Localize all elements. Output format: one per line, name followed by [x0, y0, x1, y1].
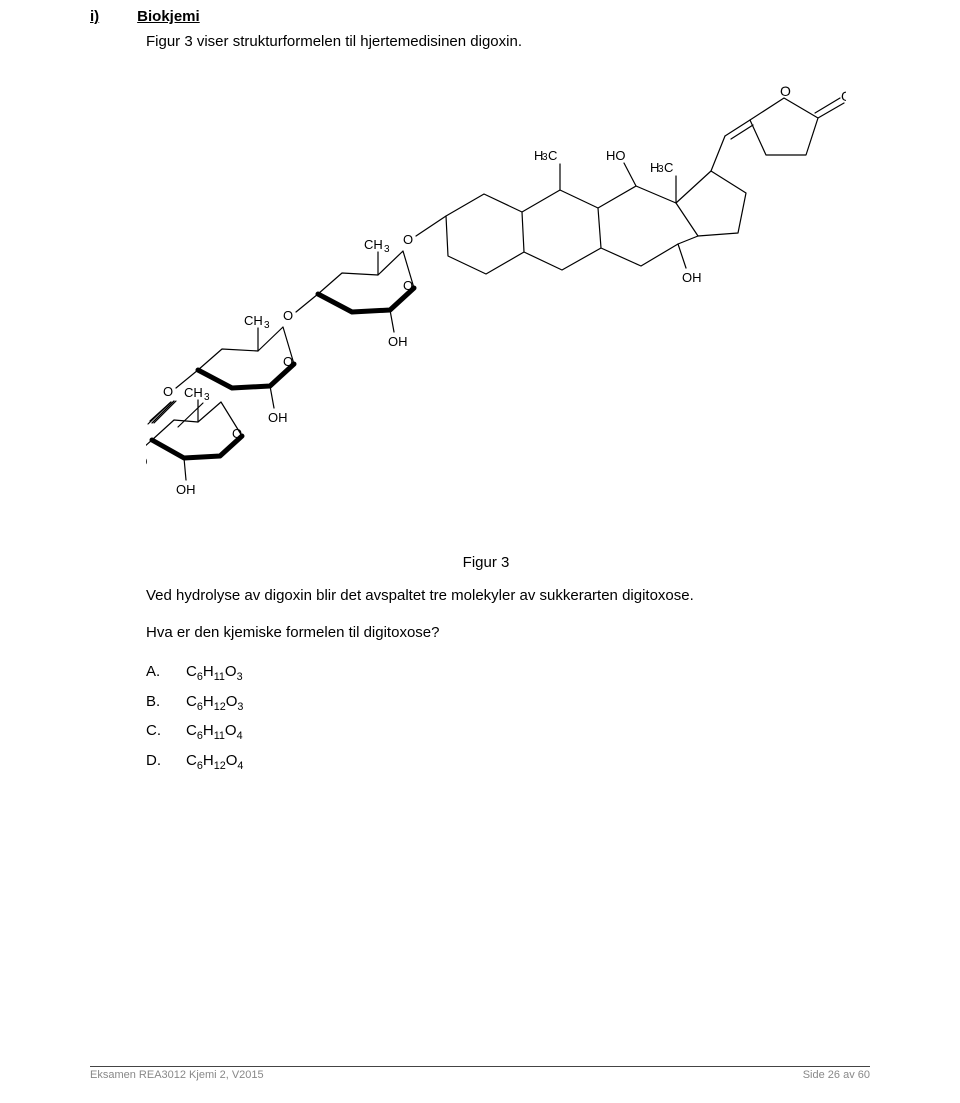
svg-text:OH: OH [176, 482, 196, 497]
svg-text:O: O [403, 278, 413, 293]
svg-text:C: C [548, 148, 557, 163]
svg-text:CH: CH [184, 385, 203, 400]
question-prompt: Hva er den kjemiske formelen til digitox… [146, 622, 870, 645]
svg-text:OH: OH [682, 270, 702, 285]
option-c: C. C6H11O4 [146, 717, 870, 747]
question-intro: Figur 3 viser strukturformelen til hjert… [146, 31, 870, 52]
svg-text:3: 3 [384, 244, 390, 255]
option-letter: B. [146, 688, 164, 718]
svg-text:O: O [232, 426, 242, 441]
molecule-figure: O O OH H 3 C HO H 3 [146, 68, 870, 538]
svg-text:CH: CH [364, 237, 383, 252]
option-letter: C. [146, 717, 164, 747]
answer-options: A. C6H11O3 B. C6H12O3 C. C6H11O4 D. C6H1… [146, 658, 870, 776]
question-number: i) [90, 8, 99, 25]
svg-text:C: C [664, 160, 673, 175]
digoxin-structure-svg: O O OH H 3 C HO H 3 [146, 68, 846, 538]
svg-text:OH: OH [268, 410, 288, 425]
option-formula: C6H11O4 [186, 717, 243, 747]
svg-text:CH: CH [244, 313, 263, 328]
svg-text:O: O [283, 308, 293, 323]
option-letter: D. [146, 747, 164, 777]
svg-text:OH: OH [388, 334, 408, 349]
option-a: A. C6H11O3 [146, 658, 870, 688]
svg-text:HO: HO [606, 148, 626, 163]
svg-text:O: O [841, 88, 846, 104]
option-formula: C6H12O3 [186, 688, 243, 718]
question-body: Ved hydrolyse av digoxin blir det avspal… [146, 585, 870, 608]
option-d: D. C6H12O4 [146, 747, 870, 777]
footer-right: Side 26 av 60 [803, 1069, 870, 1081]
svg-text:O: O [403, 232, 413, 247]
option-formula: C6H12O4 [186, 747, 243, 777]
svg-text:O: O [780, 83, 791, 99]
footer-left: Eksamen REA3012 Kjemi 2, V2015 [90, 1069, 264, 1081]
option-b: B. C6H12O3 [146, 688, 870, 718]
svg-text:HO: HO [146, 454, 148, 469]
option-formula: C6H11O3 [186, 658, 243, 688]
question-header: i) Biokjemi [90, 0, 870, 25]
svg-text:O: O [283, 354, 293, 369]
figure-caption: Figur 3 [146, 554, 826, 571]
svg-text:3: 3 [204, 392, 210, 403]
svg-text:O: O [163, 384, 173, 399]
svg-text:3: 3 [264, 320, 270, 331]
page-footer: Eksamen REA3012 Kjemi 2, V2015 Side 26 a… [90, 1066, 870, 1081]
question-title: Biokjemi [137, 8, 200, 25]
option-letter: A. [146, 658, 164, 688]
